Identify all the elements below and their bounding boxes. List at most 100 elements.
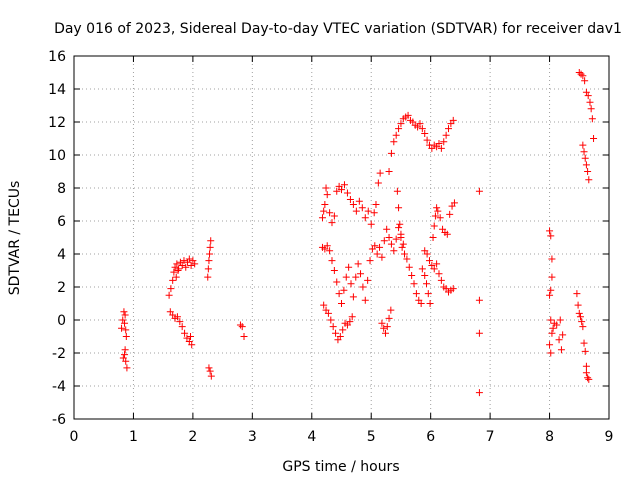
data-point	[584, 92, 592, 100]
data-point	[383, 323, 391, 331]
data-point	[329, 323, 337, 331]
data-point	[204, 273, 212, 281]
data-point	[328, 219, 336, 227]
data-point	[576, 313, 584, 321]
data-point	[332, 329, 340, 337]
data-point	[338, 300, 345, 307]
data-point	[399, 240, 407, 248]
data-point	[327, 316, 335, 324]
data-point	[378, 319, 386, 327]
data-point	[424, 290, 432, 298]
data-point	[547, 316, 555, 324]
data-point	[346, 196, 354, 204]
data-point	[348, 313, 356, 321]
data-point	[339, 326, 347, 334]
data-point	[403, 255, 411, 263]
data-point	[586, 98, 594, 106]
data-point	[340, 286, 348, 294]
data-point	[370, 209, 378, 217]
data-point	[352, 207, 360, 215]
x-tick-label: 9	[605, 429, 614, 445]
data-point	[342, 273, 350, 281]
data-point	[236, 321, 244, 329]
data-point	[421, 271, 429, 279]
data-point	[321, 201, 329, 208]
data-point	[442, 131, 450, 139]
data-point	[582, 362, 590, 370]
data-point	[430, 265, 438, 273]
y-tick-label: -4	[52, 379, 66, 395]
y-tick-label: 12	[48, 115, 66, 131]
x-tick-label: 1	[129, 429, 138, 445]
data-point	[433, 260, 441, 268]
data-point	[378, 253, 386, 261]
data-point	[578, 318, 586, 326]
data-point	[582, 88, 590, 96]
data-point	[418, 265, 426, 273]
data-point	[335, 290, 343, 298]
data-point	[383, 225, 391, 233]
data-point	[580, 339, 588, 347]
data-point	[390, 138, 398, 146]
data-point	[366, 257, 374, 265]
data-point	[446, 210, 454, 218]
data-point	[373, 250, 381, 258]
data-point	[364, 276, 372, 284]
x-tick-label: 8	[545, 429, 554, 445]
data-point	[206, 243, 214, 251]
data-point	[181, 329, 189, 337]
y-tick-label: 2	[57, 280, 66, 296]
y-tick-label: 6	[57, 214, 66, 230]
data-point	[173, 260, 181, 268]
x-axis-label: GPS time / hours	[282, 459, 399, 475]
data-point	[582, 369, 590, 377]
data-point	[426, 300, 434, 307]
plot-frame	[73, 55, 610, 420]
data-point	[121, 319, 129, 327]
data-point	[579, 323, 587, 331]
data-point	[423, 280, 431, 288]
data-point	[575, 309, 583, 317]
data-point	[340, 181, 348, 189]
data-point	[401, 250, 409, 258]
y-tick-label: 8	[57, 181, 66, 197]
data-point	[574, 301, 582, 309]
y-tick-label: -6	[52, 412, 66, 428]
data-point	[449, 116, 457, 124]
data-point	[559, 331, 567, 339]
data-point	[435, 270, 443, 278]
x-tick-label: 4	[307, 429, 316, 445]
data-point	[121, 351, 129, 359]
data-point	[579, 141, 587, 149]
data-point	[364, 207, 372, 215]
data-point	[410, 280, 418, 288]
data-point	[185, 255, 193, 263]
data-point	[122, 357, 130, 365]
data-point	[548, 255, 556, 263]
data-point	[581, 154, 589, 162]
x-tick-label: 6	[426, 429, 435, 445]
data-point	[573, 290, 581, 298]
data-point	[371, 242, 379, 250]
data-point	[372, 201, 380, 208]
data-point	[176, 258, 184, 266]
data-point	[347, 280, 355, 288]
data-point	[320, 301, 328, 309]
data-point	[119, 316, 127, 324]
data-point	[385, 168, 393, 175]
data-point	[475, 296, 483, 304]
data-point	[322, 184, 330, 192]
data-point	[431, 212, 439, 220]
data-point	[582, 161, 590, 169]
data-point	[392, 235, 400, 243]
data-point	[547, 232, 555, 240]
data-point	[171, 263, 179, 271]
data-point	[326, 209, 334, 217]
data-point	[553, 321, 561, 329]
data-point	[122, 333, 130, 340]
data-point	[585, 375, 593, 383]
data-point	[205, 257, 213, 265]
data-point	[323, 242, 331, 250]
data-point	[475, 389, 483, 397]
data-point	[546, 291, 554, 299]
